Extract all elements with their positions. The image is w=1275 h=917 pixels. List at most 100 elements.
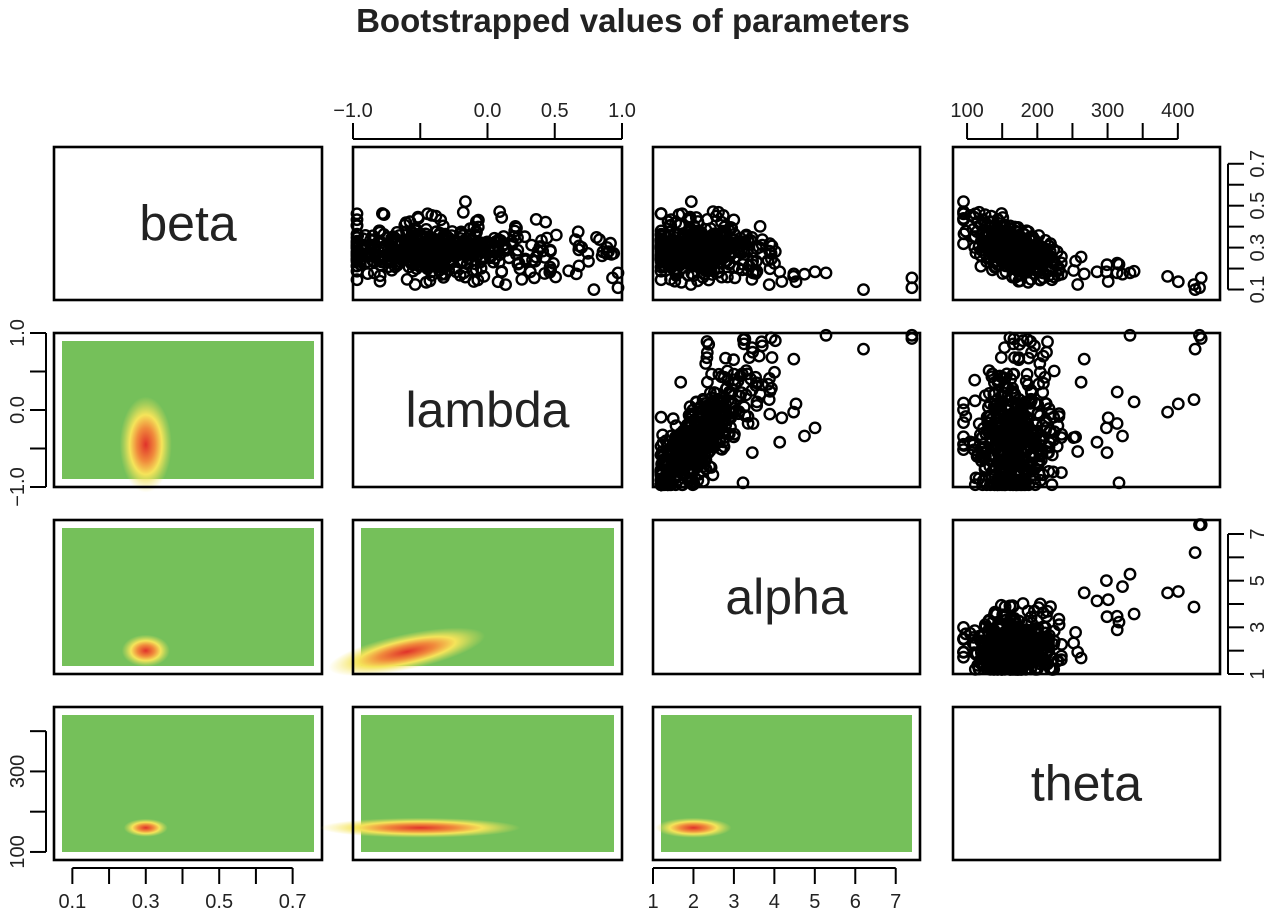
point — [1013, 337, 1026, 351]
point — [1040, 610, 1053, 623]
tick-label: 0.3 — [1247, 234, 1269, 262]
point — [762, 393, 776, 406]
point — [974, 428, 987, 441]
tick-label: 0.0 — [474, 100, 502, 122]
density-bg — [62, 341, 314, 479]
point — [1031, 407, 1045, 421]
point — [727, 233, 740, 247]
point — [789, 397, 803, 411]
panel-lambda-theta — [351, 705, 624, 862]
tick-label: 0.3 — [132, 891, 160, 913]
panel-beta-lambda — [52, 331, 324, 489]
point — [469, 215, 483, 228]
point — [982, 386, 996, 400]
point — [966, 222, 980, 236]
point — [669, 262, 683, 275]
point — [1040, 345, 1053, 359]
point — [765, 351, 779, 364]
point — [1100, 265, 1113, 279]
point — [434, 246, 447, 260]
point — [533, 240, 547, 253]
point — [1047, 364, 1061, 378]
point — [401, 246, 415, 260]
point — [569, 267, 583, 281]
point — [669, 478, 683, 492]
point — [1171, 585, 1185, 598]
point — [701, 446, 714, 460]
point — [1034, 473, 1047, 487]
point — [982, 613, 996, 627]
point — [704, 397, 718, 411]
scatter-lambda-beta — [350, 195, 625, 296]
point — [969, 471, 983, 485]
point — [996, 211, 1010, 224]
point — [665, 247, 678, 261]
point — [819, 328, 833, 342]
point — [527, 271, 541, 285]
point — [722, 257, 736, 271]
point — [700, 351, 714, 365]
point — [1032, 467, 1046, 481]
point — [1077, 267, 1091, 281]
point — [464, 241, 477, 255]
point — [495, 264, 509, 278]
point — [775, 411, 789, 425]
point — [697, 460, 711, 473]
point — [1161, 269, 1175, 283]
axis-top-theta: 100 200 300 400 — [950, 100, 1195, 140]
point — [1033, 438, 1047, 452]
point — [1033, 357, 1047, 370]
point — [957, 443, 970, 456]
point — [712, 241, 725, 255]
density-peak — [119, 396, 172, 493]
point — [1024, 335, 1038, 348]
point — [773, 435, 787, 449]
panel-alpha-theta — [651, 705, 922, 862]
point — [957, 237, 970, 251]
point — [957, 403, 970, 417]
density-peak — [123, 818, 168, 837]
point — [975, 454, 988, 468]
point — [685, 229, 698, 243]
point — [712, 399, 725, 413]
point — [425, 268, 439, 282]
tick-label: 0.0 — [7, 396, 29, 424]
point — [1188, 342, 1202, 356]
density-peak — [655, 817, 732, 838]
point — [1171, 275, 1185, 289]
point — [988, 376, 1001, 390]
point — [957, 650, 970, 664]
point — [682, 458, 695, 472]
point — [1027, 431, 1041, 445]
point — [957, 621, 970, 634]
point — [654, 473, 668, 487]
point — [1007, 367, 1021, 381]
panel-beta-theta — [52, 705, 324, 862]
point — [1024, 610, 1038, 624]
point — [526, 253, 539, 267]
point — [361, 267, 375, 280]
point — [763, 407, 777, 421]
point — [727, 213, 741, 227]
point — [1161, 586, 1175, 600]
point — [654, 410, 668, 424]
point — [993, 426, 1006, 440]
point — [715, 215, 728, 229]
point — [525, 238, 538, 252]
point — [499, 278, 512, 291]
axis-bottom-beta: 0.1 0.3 0.5 0.7 — [58, 867, 307, 913]
tick-label: 0.5 — [541, 100, 569, 122]
tick-label: 5 — [1247, 575, 1269, 586]
point — [666, 412, 680, 426]
diag-label-beta: beta — [139, 196, 237, 252]
point — [957, 646, 970, 659]
point — [715, 370, 728, 384]
point — [710, 387, 723, 400]
point — [703, 431, 717, 445]
point — [1014, 406, 1028, 420]
point — [1008, 647, 1021, 660]
point — [1027, 244, 1041, 257]
point — [1047, 433, 1061, 447]
point — [995, 478, 1009, 492]
point — [456, 205, 470, 219]
